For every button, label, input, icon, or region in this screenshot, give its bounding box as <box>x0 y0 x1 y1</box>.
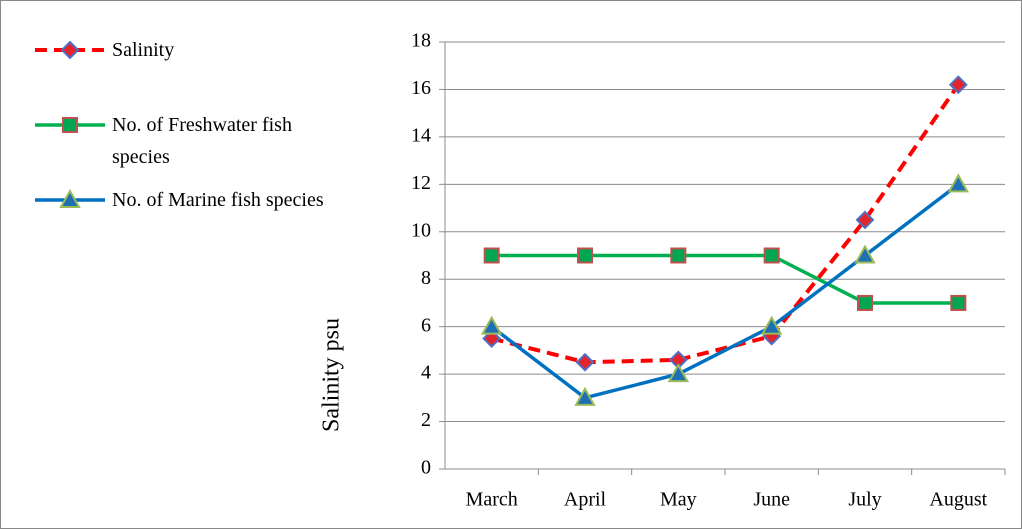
x-tick-label: July <box>848 489 881 511</box>
data-point <box>854 244 876 264</box>
data-point <box>577 247 593 264</box>
data-point <box>670 247 687 264</box>
legend-marker <box>62 117 78 133</box>
data-point <box>857 294 873 311</box>
legend-marker <box>59 188 81 208</box>
data-point <box>950 294 967 311</box>
data-point <box>574 386 596 406</box>
x-tick-label: April <box>564 489 607 511</box>
x-tick-label: June <box>753 489 790 511</box>
series-line <box>491 253 959 305</box>
y-tick-label: 4 <box>421 362 431 384</box>
series-line <box>491 83 960 365</box>
y-tick-label: 6 <box>421 314 431 336</box>
legend-label: No. of Marine fish species <box>112 189 324 211</box>
legend-label: Salinity <box>112 39 175 61</box>
y-axis-label: Salinity psu <box>319 318 345 432</box>
data-point <box>947 173 970 193</box>
x-tick-label: August <box>929 489 987 511</box>
y-tick-label: 18 <box>411 30 431 52</box>
data-point <box>483 247 500 264</box>
y-tick-label: 0 <box>421 457 431 479</box>
data-point <box>667 363 690 383</box>
data-point <box>948 75 968 95</box>
data-point <box>763 247 780 264</box>
y-tick-label: 16 <box>411 77 431 99</box>
y-tick-label: 8 <box>421 267 431 289</box>
y-tick-label: 2 <box>421 409 431 431</box>
y-tick-label: 14 <box>411 124 431 146</box>
x-tick-label: March <box>466 489 518 511</box>
series-line <box>490 182 960 400</box>
y-tick-label: 10 <box>411 219 431 241</box>
legend-marker <box>60 40 80 60</box>
legend-label: No. of Freshwater fish species <box>112 114 292 168</box>
data-point <box>480 315 503 335</box>
x-tick-label: May <box>660 489 697 511</box>
data-point <box>760 315 783 335</box>
data-point <box>855 210 875 230</box>
data-point <box>575 352 595 372</box>
y-tick-label: 12 <box>411 172 431 194</box>
